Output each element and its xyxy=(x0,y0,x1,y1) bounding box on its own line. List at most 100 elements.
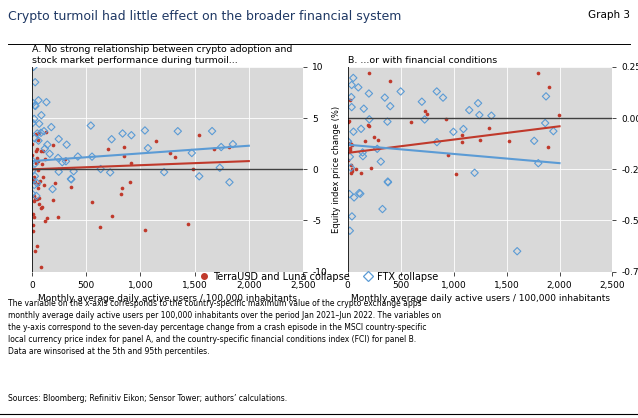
Point xyxy=(34,194,44,201)
Point xyxy=(60,156,70,163)
Point xyxy=(420,108,430,115)
Point xyxy=(105,169,115,176)
Point xyxy=(29,192,40,199)
Point xyxy=(33,146,43,153)
Point xyxy=(143,145,153,151)
Point xyxy=(87,153,97,160)
Legend: TerraUSD and Luna collapse, FTX collapse: TerraUSD and Luna collapse, FTX collapse xyxy=(196,268,442,285)
Point xyxy=(29,115,40,122)
Point xyxy=(30,173,40,179)
Point xyxy=(362,122,373,129)
Point xyxy=(29,196,40,202)
Point xyxy=(343,141,353,148)
Point xyxy=(33,138,43,144)
Point xyxy=(40,218,50,224)
Point xyxy=(345,191,355,197)
Point xyxy=(33,185,43,191)
Point xyxy=(29,135,40,142)
Point xyxy=(32,155,42,161)
Point xyxy=(347,142,357,148)
Point xyxy=(215,164,225,171)
Point xyxy=(470,169,480,176)
Point xyxy=(165,150,175,156)
Point xyxy=(346,82,357,88)
Text: Sources: Bloomberg; Refinitiv Eikon; Sensor Tower; authors’ calculations.: Sources: Bloomberg; Refinitiv Eikon; Sen… xyxy=(8,394,287,403)
Point xyxy=(188,166,198,173)
Point xyxy=(357,149,367,156)
Point xyxy=(27,227,38,234)
Point xyxy=(364,90,374,97)
Point xyxy=(441,115,451,122)
Point xyxy=(107,136,117,143)
Point xyxy=(151,138,161,144)
Point xyxy=(48,141,58,148)
Point xyxy=(173,128,183,135)
Point xyxy=(474,112,484,118)
Point xyxy=(223,144,234,151)
Point xyxy=(432,88,442,95)
Point xyxy=(344,118,354,125)
Point xyxy=(32,243,42,250)
Point xyxy=(378,206,388,212)
Point xyxy=(31,102,41,109)
Point xyxy=(382,118,392,125)
Point xyxy=(39,128,49,135)
Point xyxy=(140,127,150,134)
Point xyxy=(27,120,38,126)
Point xyxy=(159,169,169,176)
Point xyxy=(346,140,356,147)
Point xyxy=(346,166,357,173)
Point xyxy=(359,105,369,112)
Text: B. ...or with financial conditions: B. ...or with financial conditions xyxy=(348,56,497,65)
Point xyxy=(543,143,553,150)
Point xyxy=(42,141,52,148)
Point xyxy=(36,263,46,270)
Point xyxy=(31,130,41,137)
Point xyxy=(36,205,46,212)
Point xyxy=(353,84,364,91)
Point xyxy=(345,146,355,153)
Point xyxy=(512,248,523,255)
Point xyxy=(117,184,127,191)
Point xyxy=(356,125,366,132)
Point xyxy=(38,174,48,181)
Point xyxy=(53,155,63,161)
Point xyxy=(346,168,357,174)
Point xyxy=(548,128,558,135)
Point xyxy=(27,190,37,197)
Point xyxy=(33,167,43,173)
Point xyxy=(29,182,40,189)
Point xyxy=(484,125,494,132)
Point xyxy=(385,78,395,84)
Point xyxy=(348,74,359,81)
Point xyxy=(170,154,180,161)
Point xyxy=(66,176,77,183)
Point xyxy=(346,104,357,110)
Point xyxy=(41,129,51,135)
Point xyxy=(36,130,46,136)
Point xyxy=(73,153,83,160)
Point xyxy=(61,158,71,165)
Point xyxy=(345,96,355,103)
Point xyxy=(57,159,68,166)
Point xyxy=(364,116,375,122)
Point xyxy=(343,119,353,125)
Point xyxy=(31,158,41,165)
Point xyxy=(383,179,393,186)
Point xyxy=(503,138,514,144)
Point xyxy=(54,136,64,143)
Point xyxy=(358,153,368,160)
Point xyxy=(116,191,126,198)
Point xyxy=(346,94,357,100)
Point xyxy=(432,139,442,145)
Point xyxy=(33,180,43,187)
Point xyxy=(533,160,544,166)
Text: Crypto turmoil had little effect on the broader financial system: Crypto turmoil had little effect on the … xyxy=(8,10,401,23)
Point xyxy=(183,220,193,227)
Point xyxy=(348,128,359,135)
Point xyxy=(345,227,355,234)
Point xyxy=(354,190,364,196)
Point xyxy=(343,157,353,163)
Point xyxy=(29,197,39,204)
Point xyxy=(34,178,45,184)
